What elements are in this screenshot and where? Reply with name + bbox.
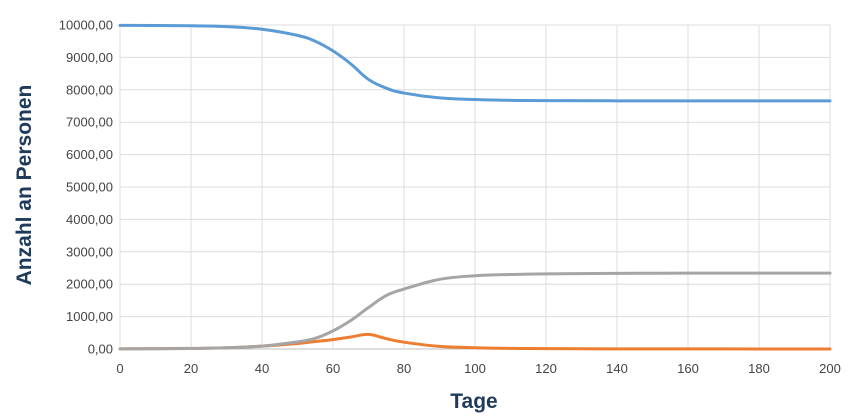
x-tick-label: 100 xyxy=(464,361,486,376)
tick-labels: 0,00 1000,00 2000,00 3000,00 4000,00 5000,00 6… xyxy=(59,18,841,377)
x-tick-label: 40 xyxy=(255,361,269,376)
series-line-3 xyxy=(118,271,832,351)
x-tick-label: 160 xyxy=(677,361,699,376)
x-tick-label: 200 xyxy=(819,361,841,376)
x-tick-label: 120 xyxy=(535,361,557,376)
y-tick-label: 1000,00 xyxy=(66,309,113,324)
y-axis-title: Anzahl an Personen xyxy=(13,85,36,286)
series-lines xyxy=(118,23,832,351)
x-tick-label: 60 xyxy=(326,361,340,376)
y-tick-label: 6000,00 xyxy=(66,147,113,162)
x-tick-label: 180 xyxy=(748,361,770,376)
gridlines xyxy=(119,24,831,350)
x-tick-label: 80 xyxy=(397,361,411,376)
y-tick-label: 8000,00 xyxy=(66,82,113,97)
y-tick-label: 5000,00 xyxy=(66,180,113,195)
y-tick-label: 10000,00 xyxy=(59,18,113,33)
y-tick-label: 3000,00 xyxy=(66,244,113,259)
y-tick-label: 7000,00 xyxy=(66,115,113,130)
x-tick-label: 0 xyxy=(116,361,123,376)
series-line-1 xyxy=(118,23,832,103)
y-tick-label: 2000,00 xyxy=(66,277,113,292)
y-tick-label: 9000,00 xyxy=(66,50,113,65)
x-axis-title: Tage xyxy=(450,390,497,413)
y-tick-label: 4000,00 xyxy=(66,212,113,227)
x-tick-label: 20 xyxy=(184,361,198,376)
y-tick-label: 0,00 xyxy=(88,342,113,357)
x-tick-label: 140 xyxy=(606,361,628,376)
